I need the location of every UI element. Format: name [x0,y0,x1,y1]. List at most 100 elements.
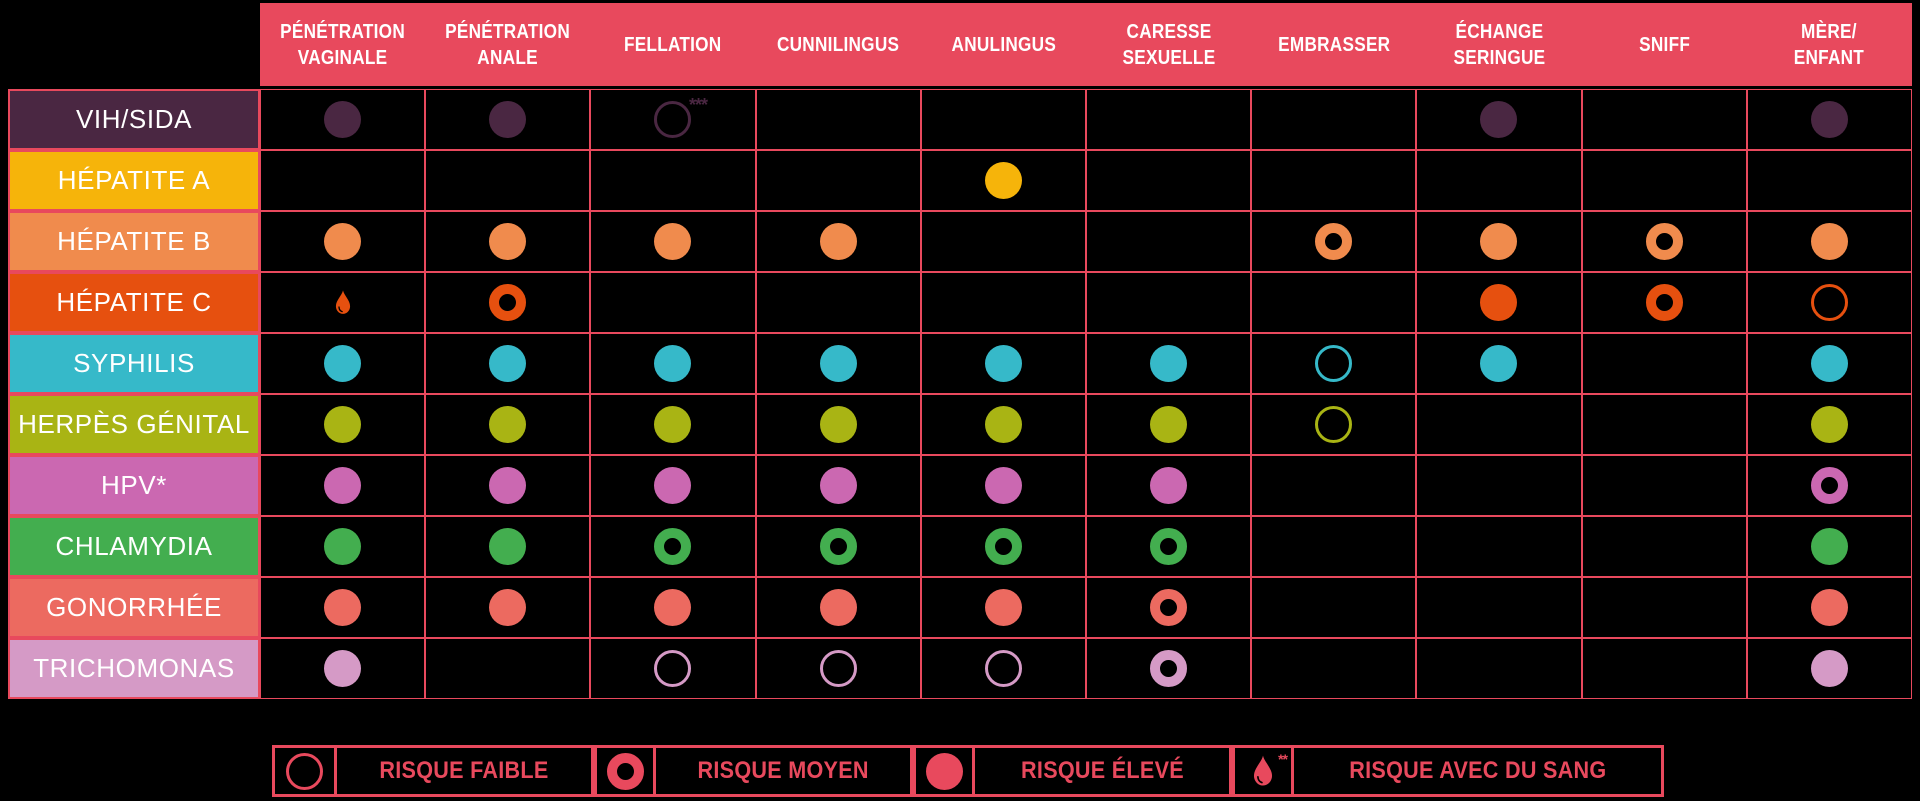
column-header-sniff: SNIFF [1582,3,1747,86]
risque-eleve-icon [324,101,362,138]
row-label-vih-sida: VIH/SIDA [8,89,260,150]
risque-eleve-icon [324,589,362,626]
cell-hepatite-a-anulingus [920,150,1086,211]
cell-hepatite-b-cunnilingus [755,211,921,272]
cell-syphilis-fellation [590,333,756,394]
cell-herpes-genital-embrasser [1251,394,1417,455]
cell-vih-sida-sniff [1581,89,1747,150]
risque-eleve-icon [984,589,1022,626]
column-header-mere-enfant: MÈRE/ENFANT [1747,3,1912,86]
cell-hepatite-c-mere-enfant [1746,272,1912,333]
cell-chlamydia-penetration-vaginale [260,516,426,577]
column-header-embrasser: EMBRASSER [1251,3,1416,86]
row-label-trichomonas: TRICHOMONAS [8,638,260,699]
cell-hepatite-c-anulingus [920,272,1086,333]
risque-faible-icon [1315,406,1353,443]
cell-vih-sida-fellation: *** [590,89,756,150]
risque-eleve-icon [324,223,362,260]
risque-moyen-icon [1150,650,1188,687]
cell-hepatite-c-penetration-anale [425,272,591,333]
risque-faible-icon [654,650,692,687]
risque-moyen-icon [606,752,644,790]
risque-eleve-icon [1150,467,1188,504]
risque-moyen-icon [1645,223,1683,260]
cell-syphilis-mere-enfant [1746,333,1912,394]
cell-herpes-genital-echange-seringue [1416,394,1582,455]
row-label-text: HPV* [101,470,167,500]
legend-label-moyen: RISQUE MOYEN [656,748,913,794]
cell-chlamydia-embrasser [1251,516,1417,577]
risque-moyen-icon [1315,223,1353,260]
risque-moyen-icon [654,528,692,565]
risque-eleve-icon [489,223,527,260]
row-label-text: HÉPATITE A [57,165,211,195]
cell-syphilis-cunnilingus [755,333,921,394]
row-label-gonorrhee: GONORRHÉE [8,577,260,638]
cell-hpv-echange-seringue [1416,455,1582,516]
risque-eleve-icon [489,101,527,138]
cell-hpv-sniff [1581,455,1747,516]
cell-hepatite-c-echange-seringue [1416,272,1582,333]
cell-gonorrhee-echange-seringue [1416,577,1582,638]
risque-eleve-icon [819,589,857,626]
column-header-penetration-anale: PÉNÉTRATION ANALE [425,3,590,86]
cell-gonorrhee-embrasser [1251,577,1417,638]
cell-vih-sida-caresse-sexuelle [1085,89,1252,150]
column-header-penetration-vaginale: PÉNÉTRATION VAGINALE [260,3,425,86]
cell-trichomonas-anulingus [920,638,1086,699]
cell-herpes-genital-sniff [1581,394,1747,455]
risque-eleve-icon [1480,101,1518,138]
cell-vih-sida-anulingus [920,89,1086,150]
row-label-syphilis: SYPHILIS [8,333,260,394]
column-header-band: PÉNÉTRATION VAGINALE PÉNÉTRATION ANALE FELLA… [260,3,1912,86]
legend-icon-sang: ** [1232,748,1294,794]
column-header-label: ANULINGUS [951,33,1056,56]
cell-trichomonas-sniff [1581,638,1747,699]
cell-chlamydia-fellation [590,516,756,577]
risque-eleve-icon [819,223,857,260]
cell-gonorrhee-fellation [590,577,756,638]
risque-eleve-icon [819,406,857,443]
row-label-chlamydia: CHLAMYDIA [8,516,260,577]
cell-hpv-penetration-vaginale [260,455,426,516]
cell-chlamydia-penetration-anale [425,516,591,577]
cell-herpes-genital-mere-enfant [1746,394,1912,455]
row-label-hpv: HPV* [8,455,260,516]
cell-hepatite-b-caresse-sexuelle [1085,211,1252,272]
cell-herpes-genital-cunnilingus [755,394,921,455]
cell-hepatite-a-fellation [590,150,756,211]
column-header-label: MÈRE/ENFANT [1794,20,1865,69]
risque-eleve-icon [489,528,527,565]
cell-vih-sida-cunnilingus [755,89,921,150]
cell-hpv-penetration-anale [425,455,591,516]
cell-hepatite-b-penetration-anale [425,211,591,272]
risque-eleve-icon [1810,101,1848,138]
cell-hepatite-b-fellation [590,211,756,272]
column-header-label: CARESSE SEXUELLE [1122,20,1216,69]
risque-eleve-icon [1150,406,1188,443]
legend-footnote-asterisks: ** [1278,751,1288,767]
cell-gonorrhee-penetration-anale [425,577,591,638]
cell-hepatite-b-penetration-vaginale [260,211,426,272]
cell-syphilis-echange-seringue [1416,333,1582,394]
row-label-text: TRICHOMONAS [33,653,235,683]
risque-eleve-icon [654,406,692,443]
cell-syphilis-caresse-sexuelle [1085,333,1252,394]
cell-trichomonas-echange-seringue [1416,638,1582,699]
risque-eleve-icon [1480,345,1518,382]
cell-hepatite-b-anulingus [920,211,1086,272]
cell-hepatite-a-cunnilingus [755,150,921,211]
blood-drop-wrap [333,289,353,316]
row-label-text: SYPHILIS [73,348,195,378]
cell-gonorrhee-anulingus [920,577,1086,638]
cell-chlamydia-anulingus [920,516,1086,577]
cell-vih-sida-echange-seringue [1416,89,1582,150]
cell-trichomonas-cunnilingus [755,638,921,699]
risque-eleve-icon [654,345,692,382]
row-label-text: HÉPATITE B [57,226,211,256]
row-label-text: GONORRHÉE [46,592,222,622]
cell-chlamydia-sniff [1581,516,1747,577]
column-header-echange-seringue: ÉCHANGE SERINGUE [1416,3,1581,86]
risque-eleve-icon [1810,528,1848,565]
risque-eleve-icon [1150,345,1188,382]
